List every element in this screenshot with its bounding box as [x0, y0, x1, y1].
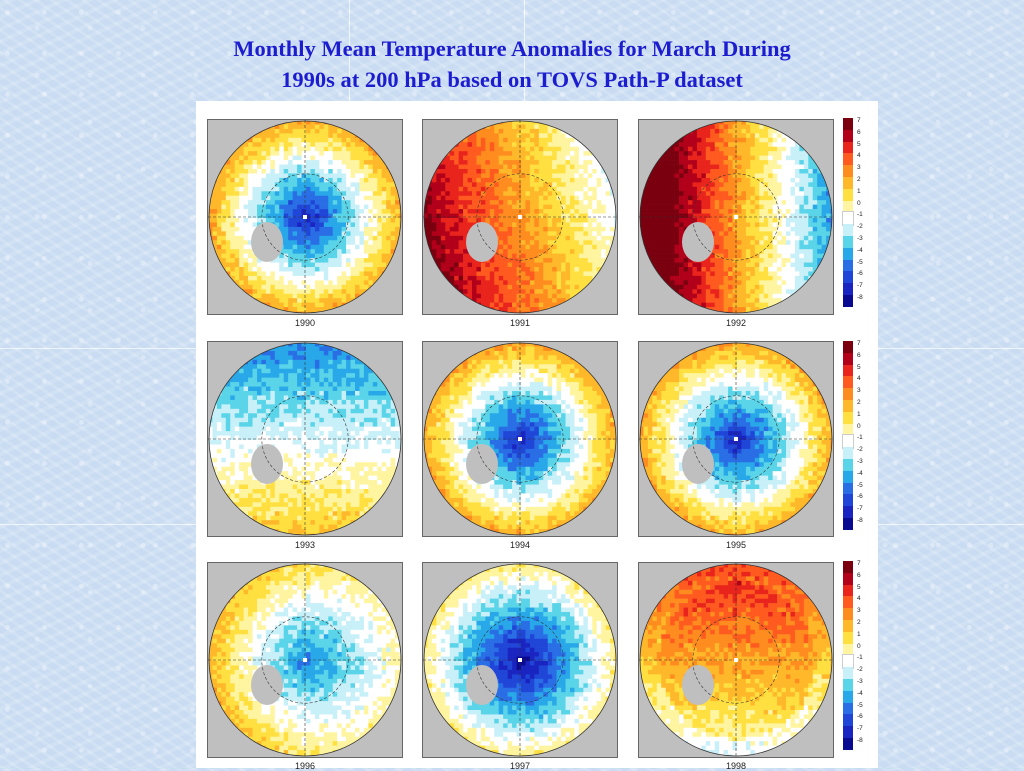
colorbar-tick-label: 6	[857, 352, 861, 359]
anomaly-map-panel	[638, 119, 834, 315]
masked-region	[251, 444, 283, 484]
colorbar-tick-label: -5	[857, 482, 863, 489]
colorbar-tick-label: 1	[857, 631, 861, 638]
colorbar-tick-label: 6	[857, 129, 861, 136]
polar-stereographic-map	[639, 342, 833, 536]
anomaly-map-panel	[638, 562, 834, 758]
colorbar-tick-label: 0	[857, 423, 861, 430]
title-line-2: 1990s at 200 hPa based on TOVS Path-P da…	[0, 64, 1024, 95]
masked-region	[466, 222, 498, 262]
colorbar-tick-label: 5	[857, 364, 861, 371]
anomaly-map-panel	[422, 562, 618, 758]
colorbar-tick-label: -6	[857, 270, 863, 277]
colorbar-tick-label: -8	[857, 737, 863, 744]
colorbar-tick-label: 2	[857, 176, 861, 183]
colorbar-tick-label: 1	[857, 411, 861, 418]
panel-year-label: 1992	[638, 318, 834, 328]
colorbar-tick-label: 5	[857, 584, 861, 591]
colorbar-tick-label: 0	[857, 200, 861, 207]
title-line-1: Monthly Mean Temperature Anomalies for M…	[0, 33, 1024, 64]
panel-year-label: 1996	[207, 761, 403, 771]
colorbar-tick-label: 7	[857, 560, 861, 567]
colorbar-tick-label: 3	[857, 164, 861, 171]
colorbar-tick-label: 3	[857, 387, 861, 394]
masked-region	[251, 665, 283, 705]
colorbar-tick-label: -4	[857, 247, 863, 254]
anomaly-map-panel	[422, 341, 618, 537]
colorbar-tick-label: -2	[857, 666, 863, 673]
colorbar-tick-label: 1	[857, 188, 861, 195]
anomaly-map-panel	[638, 341, 834, 537]
colorbar-tick-label: -7	[857, 282, 863, 289]
colorbar-tick-label: -1	[857, 654, 863, 661]
colorbar-tick-label: 4	[857, 152, 861, 159]
colorbar-tick-label: 6	[857, 572, 861, 579]
colorbar-tick-label: 5	[857, 141, 861, 148]
panel-year-label: 1995	[638, 540, 834, 550]
anomaly-map-panel	[422, 119, 618, 315]
colorbar-tick-label: -8	[857, 294, 863, 301]
polar-stereographic-map	[639, 563, 833, 757]
anomaly-map-panel	[207, 341, 403, 537]
masked-region	[466, 665, 498, 705]
panel-year-label: 1991	[422, 318, 618, 328]
slide-title: Monthly Mean Temperature Anomalies for M…	[0, 33, 1024, 95]
panel-year-label: 1990	[207, 318, 403, 328]
polar-stereographic-map	[423, 563, 617, 757]
colorbar-tick-label: 0	[857, 643, 861, 650]
panel-year-label: 1993	[207, 540, 403, 550]
colorbar-tick-label: 7	[857, 340, 861, 347]
colorbar-tick-label: -5	[857, 259, 863, 266]
polar-stereographic-map	[423, 342, 617, 536]
colorbar-tick-label: -4	[857, 690, 863, 697]
polar-stereographic-map	[639, 120, 833, 314]
colorbar-tick-label: -2	[857, 446, 863, 453]
colorbar-tick-label: -8	[857, 517, 863, 524]
colorbar-tick-label: -2	[857, 223, 863, 230]
anomaly-map-panel	[207, 119, 403, 315]
anomaly-map-panel	[207, 562, 403, 758]
colorbar-tick-label: -6	[857, 713, 863, 720]
colorbar-tick-label: -7	[857, 505, 863, 512]
panel-year-label: 1997	[422, 761, 618, 771]
masked-region	[251, 222, 283, 262]
polar-stereographic-map	[208, 342, 402, 536]
polar-stereographic-map	[208, 563, 402, 757]
colorbar-tick-label: -3	[857, 235, 863, 242]
colorbar-tick-label: -1	[857, 434, 863, 441]
panel-year-label: 1998	[638, 761, 834, 771]
colorbar-tick-label: 3	[857, 607, 861, 614]
colorbar-tick-label: -4	[857, 470, 863, 477]
colorbar-tick-label: -7	[857, 725, 863, 732]
colorbar-tick-label: 7	[857, 117, 861, 124]
panel-year-label: 1994	[422, 540, 618, 550]
masked-region	[682, 444, 714, 484]
colorbar-tick-label: -5	[857, 702, 863, 709]
colorbar-tick-label: 2	[857, 399, 861, 406]
colorbar-tick-label: -1	[857, 211, 863, 218]
colorbar-tick-label: -3	[857, 458, 863, 465]
masked-region	[682, 222, 714, 262]
masked-region	[682, 665, 714, 705]
colorbar-tick-label: 4	[857, 595, 861, 602]
polar-stereographic-map	[208, 120, 402, 314]
colorbar-tick-label: -6	[857, 493, 863, 500]
colorbar-tick-label: 2	[857, 619, 861, 626]
polar-stereographic-map	[423, 120, 617, 314]
colorbar-tick-label: -3	[857, 678, 863, 685]
masked-region	[466, 444, 498, 484]
colorbar-tick-label: 4	[857, 375, 861, 382]
